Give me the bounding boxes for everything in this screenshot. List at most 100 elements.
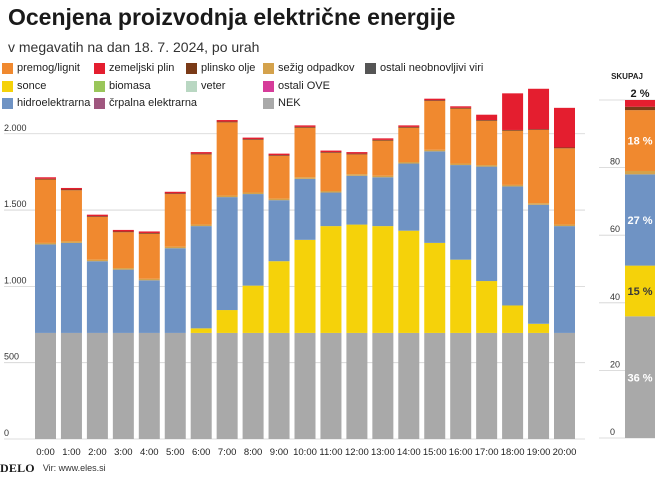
- total-segment-solar: [625, 265, 655, 317]
- legend-label-gas: zemeljski plin: [109, 62, 175, 74]
- bar-hydro-7: [216, 197, 238, 311]
- total-y-tick-label-40: 40: [610, 292, 620, 302]
- bar-gas-13: [372, 138, 394, 140]
- bar-coal-19: [528, 129, 550, 204]
- bar-gas-9: [268, 153, 290, 156]
- legend-swatch-gas: [94, 62, 105, 74]
- bar-waste-8: [242, 192, 264, 195]
- bar-hydro-4: [138, 280, 160, 333]
- bar-nek-11: [320, 332, 342, 439]
- total-segment-shale: [625, 106, 655, 111]
- bar-shale-4: [138, 232, 160, 234]
- bar-waste-11: [320, 191, 342, 193]
- legend-item-shale: plinsko olje: [186, 61, 255, 75]
- legend-item-coal: premog/lignit: [2, 61, 80, 75]
- bar-waste-18: [502, 184, 524, 187]
- bar-nek-19: [528, 332, 550, 439]
- legend-swatch-other-nonrenew: [365, 62, 376, 74]
- total-label-solar: 15 %: [627, 286, 652, 298]
- legend-swatch-pumped: [94, 97, 105, 109]
- bar-nek-15: [424, 332, 446, 439]
- bar-solar-12: [346, 224, 368, 333]
- bar-solar-19: [528, 323, 550, 333]
- bar-hydro-17: [476, 166, 498, 282]
- chart-subtitle: v megavatih na dan 18. 7. 2024, po urah: [8, 39, 260, 55]
- legend-item-solar: sonce: [2, 79, 46, 93]
- bar-gas-20: [554, 107, 575, 148]
- total-segment-gas: [625, 100, 655, 107]
- total-y-tick-label-20: 20: [610, 359, 620, 369]
- legend-swatch-wind: [186, 80, 197, 92]
- bar-hydro-2: [86, 261, 108, 333]
- bar-solar-16: [450, 259, 472, 333]
- bar-gas-15: [424, 98, 446, 101]
- bar-gas-10: [294, 125, 316, 127]
- bar-solar-15: [424, 242, 446, 333]
- bar-nek-12: [346, 332, 368, 439]
- bar-shale-15: [424, 100, 446, 101]
- bar-nek-10: [294, 332, 316, 439]
- bar-shale-19: [528, 129, 550, 130]
- bar-waste-13: [372, 175, 394, 178]
- legend-label-other-res: ostali OVE: [278, 80, 330, 92]
- bar-shale-9: [268, 155, 290, 156]
- bar-shale-3: [112, 231, 134, 233]
- bar-gas-1: [60, 187, 82, 190]
- legend-label-other-nonrenew: ostali neobnovljivi viri: [380, 62, 484, 74]
- bar-solar-6: [190, 328, 212, 333]
- bar-coal-13: [372, 140, 394, 176]
- bar-coal-15: [424, 100, 446, 150]
- bar-waste-17: [476, 165, 498, 167]
- bar-gas-14: [398, 125, 420, 127]
- bar-coal-8: [242, 139, 264, 193]
- bar-nek-5: [164, 332, 186, 439]
- legend-item-nek: NEK: [263, 96, 301, 110]
- bar-coal-3: [112, 232, 134, 269]
- total-segment-coal: [625, 110, 655, 171]
- y-tick-label-1500: 1.500: [4, 199, 27, 209]
- bar-waste-2: [86, 259, 108, 262]
- legend-swatch-biomass: [94, 80, 105, 92]
- legend-item-other-nonrenew: ostali neobnovljivi viri: [365, 61, 483, 75]
- bar-nek-13: [372, 332, 394, 439]
- bar-nek-3: [112, 332, 134, 439]
- bar-solar-18: [502, 305, 524, 333]
- bar-solar-14: [398, 230, 420, 333]
- bar-nek-20: [554, 332, 575, 439]
- bar-hydro-9: [268, 200, 290, 262]
- bar-coal-1: [60, 190, 82, 242]
- bar-coal-4: [138, 233, 160, 279]
- x-tick-label-8: 8:00: [244, 447, 263, 458]
- bar-gas-4: [138, 231, 160, 233]
- bar-coal-7: [216, 122, 238, 196]
- x-tick-label-7: 7:00: [218, 447, 237, 458]
- bar-nek-0: [35, 332, 56, 439]
- bar-solar-13: [372, 226, 394, 333]
- bar-coal-11: [320, 152, 342, 192]
- bar-gas-2: [86, 214, 108, 217]
- bar-hydro-19: [528, 204, 550, 324]
- bar-solar-11: [320, 226, 342, 333]
- legend-item-waste: sežig odpadkov: [263, 61, 354, 75]
- y-tick-label-0: 0: [4, 428, 9, 438]
- bar-coal-16: [450, 108, 472, 164]
- bar-shale-10: [294, 126, 316, 128]
- bar-hydro-5: [164, 248, 186, 333]
- total-y-tick-label-80: 80: [610, 157, 620, 167]
- bar-coal-20: [554, 148, 575, 225]
- legend-item-biomass: biomasa: [94, 79, 151, 93]
- bar-coal-10: [294, 127, 316, 178]
- legend-item-other-res: ostali OVE: [263, 79, 330, 93]
- legend-swatch-solar: [2, 80, 13, 92]
- legend-label-pumped: črpalna elektrarna: [109, 97, 198, 109]
- bar-coal-14: [398, 127, 420, 163]
- bar-hydro-18: [502, 186, 524, 306]
- bar-waste-10: [294, 177, 316, 179]
- bar-waste-9: [268, 198, 290, 201]
- x-tick-label-2: 2:00: [88, 447, 107, 458]
- bar-coal-9: [268, 155, 290, 199]
- bar-nek-8: [242, 332, 264, 439]
- bar-hydro-1: [60, 242, 82, 333]
- delo-logo: DELO: [0, 460, 35, 475]
